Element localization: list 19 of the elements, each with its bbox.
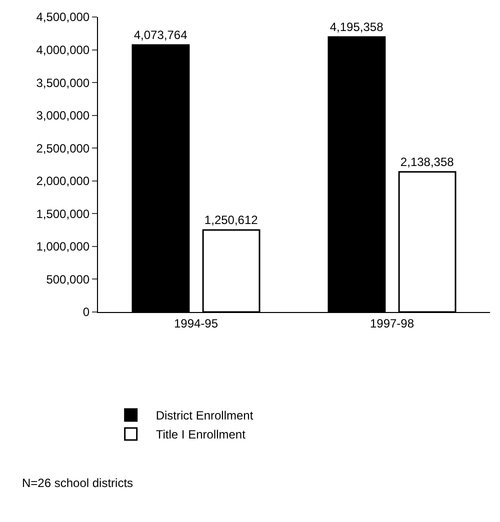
y-tick-label: 2,500,000 [36,141,90,156]
y-tick-label: 1,000,000 [36,240,90,254]
y-tick-label: 4,500,000 [36,10,90,24]
x-tick-label: 1994-95 [174,316,218,330]
legend-label: District Enrollment [156,408,254,423]
y-tick-label: 4,000,000 [36,42,90,57]
data-label: 2,138,358 [400,154,454,169]
y-tick-label: 3,500,000 [36,76,90,90]
legend-label: Title I Enrollment [156,428,246,442]
y-tick-label: 2,000,000 [36,174,90,188]
text: N=26 school districts [22,476,134,490]
x-tick-label: 1997-98 [370,316,414,330]
y-tick-label: 500,000 [46,272,90,286]
data-label: 4,195,358 [330,20,384,34]
data-label: 4,073,764 [134,28,188,42]
y-tick-label: 1,500,000 [36,206,90,221]
y-tick-label: 3,000,000 [36,108,90,123]
y-tick-label: 0 [82,305,90,320]
data-label: 1,250,612 [204,213,258,228]
